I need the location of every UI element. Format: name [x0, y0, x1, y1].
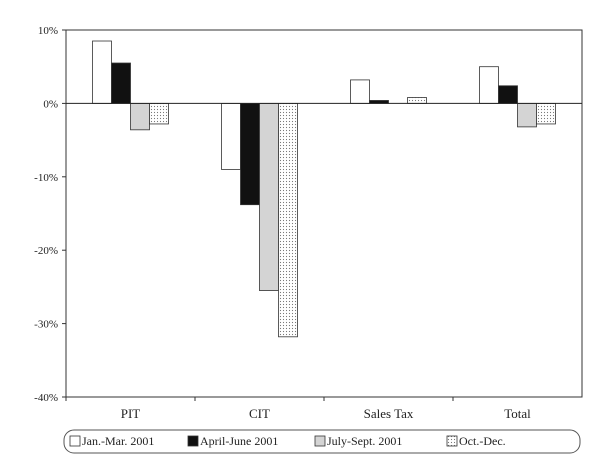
x-category-label: CIT [249, 406, 270, 421]
y-tick-label: 10% [38, 25, 58, 37]
y-tick-label: -20% [34, 245, 58, 257]
plot-frame [65, 29, 583, 398]
y-tick-label: 0% [43, 98, 58, 110]
x-axis: PIT CIT Sales Tax Total [65, 397, 531, 421]
bar-total-series-1 [479, 66, 499, 104]
legend-label: April-June 2001 [200, 434, 278, 448]
bar-pit-series-2 [111, 62, 131, 104]
legend: Jan.-Mar. 2001 April-June 2001 July-Sept. … [63, 429, 581, 454]
bar-cit-series-1 [221, 103, 241, 170]
bar-pit-series-4 [149, 103, 169, 125]
y-tick-label: -30% [34, 319, 58, 331]
y-axis: 10% 0% -10% -20% -30% -40% [34, 25, 66, 404]
x-category-label: Sales Tax [364, 406, 414, 421]
y-tick-label: -10% [34, 172, 58, 184]
legend-swatch [446, 435, 458, 447]
x-category-label: Total [504, 406, 531, 421]
bar-cit-series-3 [259, 103, 279, 291]
legend-swatch [187, 435, 199, 447]
x-category-label: PIT [121, 406, 141, 421]
bar-pit-series-3 [130, 103, 150, 131]
bar-total-series-4 [536, 103, 556, 125]
bar-sales-tax-series-4 [407, 97, 427, 104]
legend-swatch [314, 435, 326, 447]
bar-pit-series-1 [92, 40, 112, 104]
legend-swatch [69, 435, 81, 447]
legend-label: Oct.-Dec. [459, 434, 506, 448]
bar-total-series-3 [517, 103, 537, 128]
bars-group [92, 40, 556, 338]
bar-sales-tax-series-1 [350, 79, 370, 104]
y-tick-label: -40% [34, 392, 58, 404]
legend-label: July-Sept. 2001 [327, 434, 402, 448]
bar-cit-series-2 [240, 103, 260, 206]
legend-label: Jan.-Mar. 2001 [82, 434, 154, 448]
bar-total-series-2 [498, 85, 518, 104]
bar-cit-series-4 [278, 103, 298, 338]
